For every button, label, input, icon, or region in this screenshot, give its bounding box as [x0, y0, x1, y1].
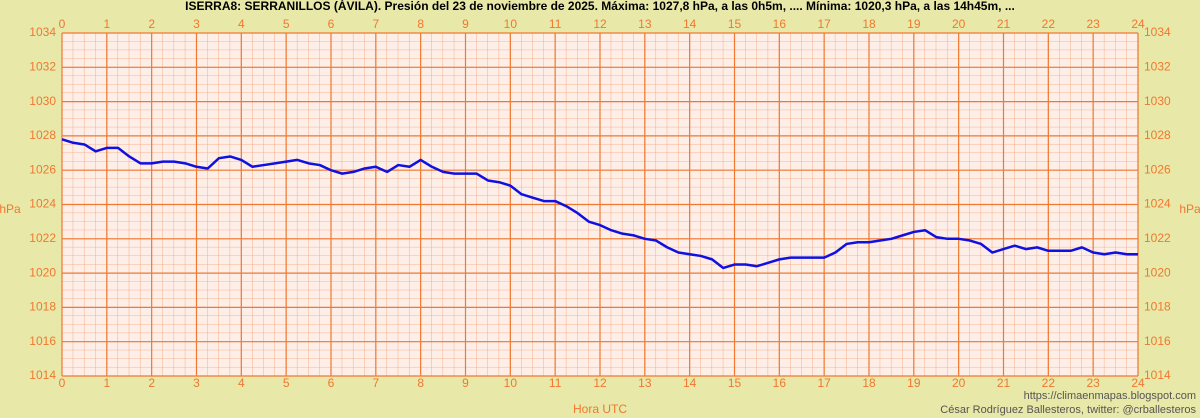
y-tick-label: 1014 — [29, 368, 56, 382]
x-tick-label: 19 — [907, 17, 921, 31]
y-tick-label: 1034 — [1144, 25, 1171, 39]
y-tick-label: 1028 — [29, 128, 56, 142]
x-tick-label: 18 — [862, 17, 876, 31]
y-tick-label: 1020 — [29, 265, 56, 279]
x-tick-label: 14 — [683, 376, 697, 390]
x-tick-label: 12 — [593, 17, 607, 31]
y-tick-label: 1030 — [29, 94, 56, 108]
y-tick-label: 1034 — [29, 25, 56, 39]
x-axis-label: Hora UTC — [573, 402, 627, 416]
y-tick-label: 1018 — [1144, 300, 1171, 314]
y-tick-label: 1026 — [29, 162, 56, 176]
x-tick-label: 12 — [593, 376, 607, 390]
x-tick-label: 0 — [59, 376, 66, 390]
x-tick-label: 7 — [372, 17, 379, 31]
x-tick-label: 13 — [638, 17, 652, 31]
x-tick-label: 9 — [462, 17, 469, 31]
x-tick-label: 16 — [773, 17, 787, 31]
x-tick-label: 15 — [728, 376, 742, 390]
x-tick-label: 23 — [1086, 376, 1100, 390]
y-tick-label: 1016 — [29, 334, 56, 348]
x-tick-label: 0 — [59, 17, 66, 31]
x-tick-label: 15 — [728, 17, 742, 31]
x-tick-label: 3 — [193, 376, 200, 390]
x-tick-label: 20 — [952, 376, 966, 390]
line — [61, 138, 1138, 270]
x-tick-label: 19 — [907, 376, 921, 390]
y-tick-label: 1032 — [1144, 59, 1171, 73]
x-tick-label: 24 — [1131, 17, 1145, 31]
x-tick-label: 21 — [997, 17, 1011, 31]
x-tick-label: 2 — [148, 17, 155, 31]
credit: https://climaenmapas.blogspot.com — [1024, 390, 1196, 402]
x-tick-label: 11 — [549, 376, 562, 390]
x-tick-label: 4 — [238, 376, 245, 390]
y-tick-label: 1018 — [29, 300, 56, 314]
x-tick-label: 10 — [504, 17, 518, 31]
x-tick-label: 8 — [417, 376, 424, 390]
x-tick-label: 17 — [817, 376, 831, 390]
y-tick-label: 1024 — [1144, 197, 1171, 211]
x-tick-label: 5 — [283, 376, 290, 390]
y-tick-label: 1024 — [29, 197, 56, 211]
x-tick-label: 8 — [417, 17, 424, 31]
y-tick-label: 1014 — [1144, 368, 1171, 382]
x-tick-label: 1 — [103, 376, 110, 390]
y-tick-label: 1022 — [1144, 231, 1171, 245]
x-tick-label: 22 — [1042, 17, 1056, 31]
credit: César Rodríguez Ballesteros, twitter: @c… — [940, 404, 1196, 416]
x-tick-label: 5 — [283, 17, 290, 31]
x-tick-label: 17 — [817, 17, 831, 31]
x-tick-label: 21 — [997, 376, 1011, 390]
y-tick-label: 1022 — [29, 231, 56, 245]
x-tick-label: 3 — [193, 17, 200, 31]
x-tick-label: 13 — [638, 376, 652, 390]
y-tick-label: 1026 — [1144, 162, 1171, 176]
x-tick-label: 16 — [773, 376, 787, 390]
x-tick-label: 4 — [238, 17, 245, 31]
x-tick-label: 24 — [1131, 376, 1145, 390]
x-tick-label: 2 — [148, 376, 155, 390]
x-tick-label: 10 — [504, 376, 518, 390]
x-tick-label: 18 — [862, 376, 876, 390]
y-tick-label: 1032 — [29, 59, 56, 73]
x-tick-label: 20 — [952, 17, 966, 31]
y-tick-label: 1030 — [1144, 94, 1171, 108]
x-tick-label: 6 — [328, 17, 335, 31]
x-tick-label: 1 — [103, 17, 110, 31]
x-tick-label: 6 — [328, 376, 335, 390]
x-tick-label: 23 — [1086, 17, 1100, 31]
y-tick-label: 1028 — [1144, 128, 1171, 142]
x-tick-label: 11 — [549, 17, 562, 31]
y-axis-label: hPa — [1179, 202, 1200, 216]
x-tick-label: 14 — [683, 17, 697, 31]
y-tick-label: 1020 — [1144, 265, 1171, 279]
x-tick-label: 22 — [1042, 376, 1056, 390]
y-axis-label: hPa — [0, 202, 21, 216]
y-tick-label: 1016 — [1144, 334, 1171, 348]
chart-title: ISERRA8: SERRANILLOS (ÁVILA). Presión de… — [185, 0, 1015, 13]
x-tick-label: 9 — [462, 376, 469, 390]
x-tick-label: 7 — [372, 376, 379, 390]
